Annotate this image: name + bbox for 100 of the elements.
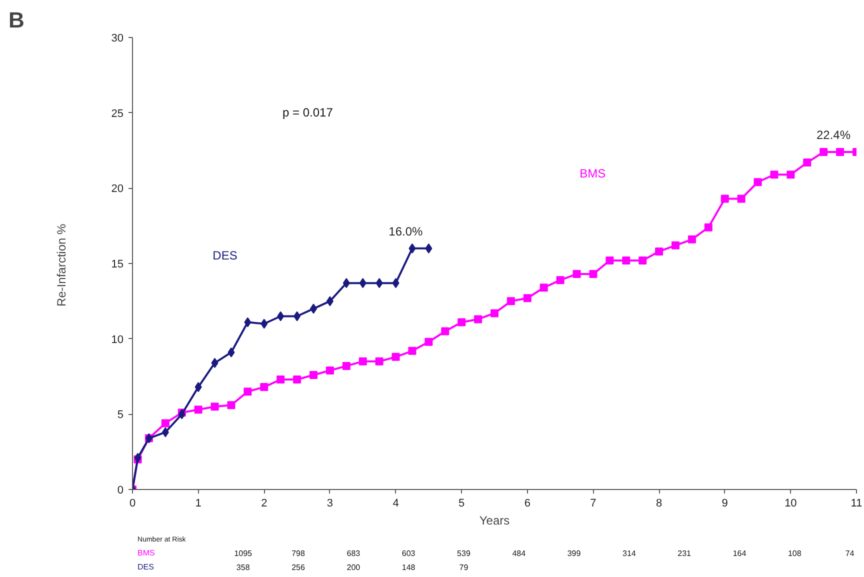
text: 74 (845, 548, 855, 558)
point (770, 170, 778, 179)
text: 148 (402, 562, 416, 572)
point (210, 402, 219, 411)
point (228, 347, 235, 358)
text: 231 (678, 548, 692, 558)
point (408, 346, 416, 355)
annotation: p = 0.017 (282, 106, 334, 120)
annotation: 16.0% (388, 224, 424, 238)
point (161, 419, 170, 428)
text: BMS (580, 166, 606, 180)
y-tick-label: 20 (111, 183, 124, 196)
point (277, 311, 284, 322)
point (260, 383, 268, 392)
point (490, 309, 498, 318)
x-tick-label: 10 (784, 498, 797, 510)
point (294, 311, 301, 322)
annotation: 22.4% (816, 128, 851, 142)
y-axis-title: Re-Infarction % (54, 223, 68, 307)
y-tick-label: 0 (117, 484, 124, 496)
y-tick-label: 5 (117, 409, 124, 422)
point (310, 370, 318, 379)
point (178, 409, 186, 420)
text: B (8, 8, 24, 32)
point (227, 401, 236, 410)
x-tick-label: 7 (590, 498, 596, 510)
point (376, 278, 383, 288)
y-tick-label: 10 (111, 334, 124, 346)
point (293, 376, 302, 384)
x-tick-label: 4 (392, 498, 399, 510)
x-tick-label: 8 (656, 498, 662, 510)
point (425, 243, 432, 254)
point (359, 278, 366, 288)
point (276, 376, 285, 384)
point (326, 296, 334, 306)
point (441, 327, 450, 336)
x-tick-label: 6 (524, 498, 530, 510)
point (458, 318, 466, 326)
point (786, 170, 795, 179)
point (638, 256, 647, 264)
point (358, 357, 367, 366)
text: 358 (236, 562, 250, 572)
point (134, 452, 142, 463)
x-axis-title: Years (479, 514, 510, 528)
x-tick-label: 11 (850, 498, 862, 510)
text: DES (138, 562, 154, 572)
point (540, 284, 548, 292)
point (244, 388, 252, 396)
point (194, 406, 202, 414)
text: 200 (346, 562, 361, 572)
x-tick-label: 1 (195, 498, 202, 510)
text: 79 (459, 562, 469, 572)
x-tick-label: 9 (722, 498, 728, 510)
x-tick-label: 3 (326, 498, 334, 510)
point (244, 317, 252, 328)
point (672, 241, 680, 250)
point (606, 256, 614, 264)
point (211, 358, 218, 368)
x-tick-label: 2 (261, 498, 268, 510)
point (375, 357, 384, 366)
point (572, 270, 581, 278)
text: BMS (138, 548, 155, 558)
point (342, 362, 350, 370)
point (260, 318, 268, 329)
text: 164 (732, 548, 747, 558)
text: 603 (402, 548, 416, 558)
text: 256 (292, 562, 306, 572)
point (342, 278, 350, 288)
text: DES (212, 248, 238, 262)
point (194, 382, 202, 392)
point (622, 256, 630, 264)
text: 399 (567, 548, 582, 558)
point (506, 297, 515, 306)
y-tick-label: 15 (111, 258, 124, 270)
text: 1095 (234, 548, 253, 558)
x-tick-label: 5 (458, 498, 465, 510)
point (392, 352, 400, 361)
text: 484 (512, 548, 526, 558)
point (392, 278, 400, 288)
text: 683 (346, 548, 361, 558)
point (836, 148, 844, 156)
point (424, 338, 433, 346)
text: 108 (788, 548, 802, 558)
text: 539 (457, 548, 471, 558)
point (523, 294, 532, 302)
point (326, 366, 334, 374)
point (655, 247, 664, 256)
point (556, 276, 564, 284)
point (474, 315, 482, 324)
y-tick-label: 30 (111, 32, 124, 44)
point (803, 158, 812, 167)
x-tick-label: 0 (129, 498, 136, 510)
point (820, 148, 828, 156)
point (589, 270, 598, 278)
point (408, 243, 416, 254)
point (162, 427, 169, 438)
point (688, 235, 696, 244)
point (704, 223, 712, 232)
text: 314 (622, 548, 636, 558)
y-tick-label: 25 (111, 108, 124, 120)
